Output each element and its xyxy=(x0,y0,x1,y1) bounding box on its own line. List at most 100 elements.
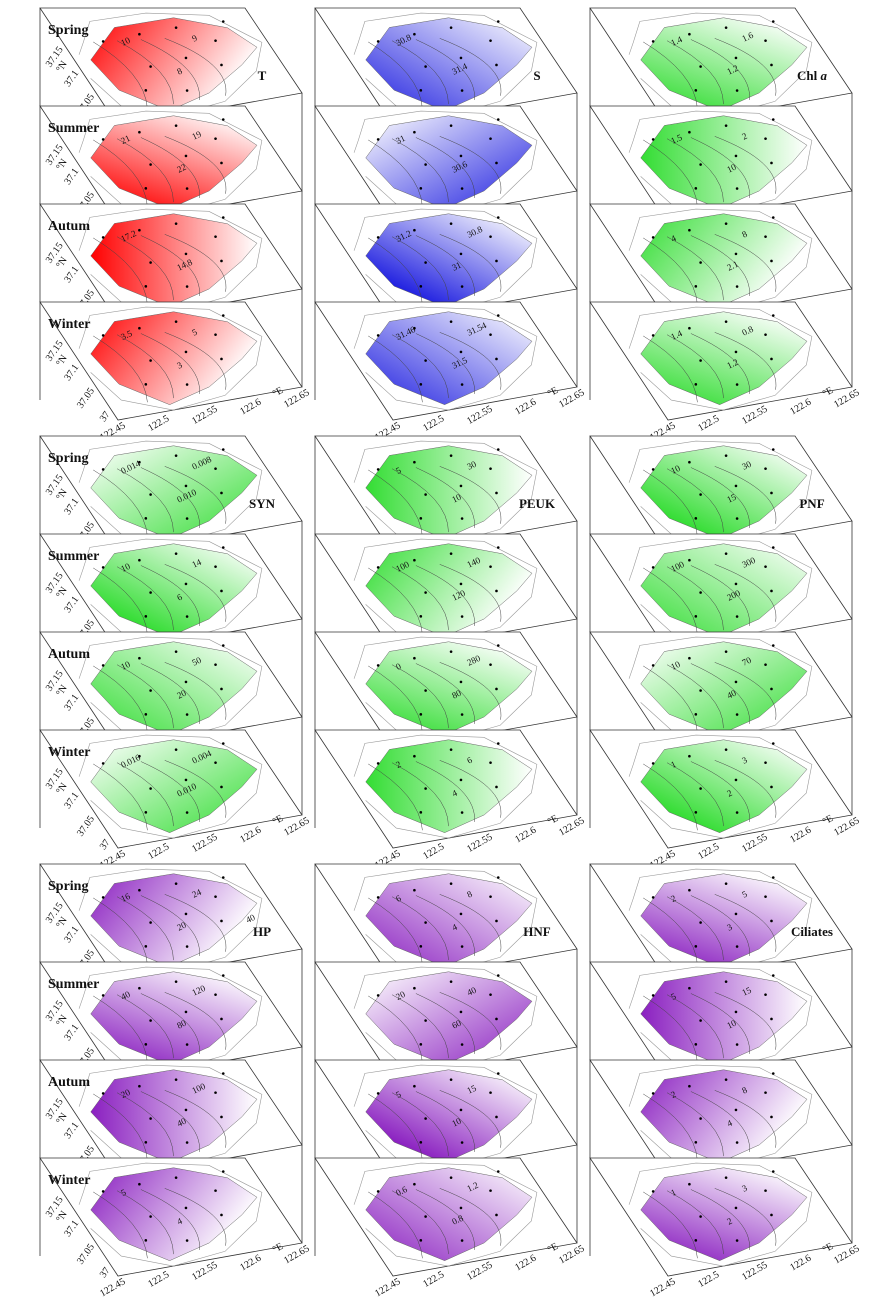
station xyxy=(651,236,655,239)
station xyxy=(413,460,416,464)
station xyxy=(694,517,698,520)
contour-label: 1.2 xyxy=(725,357,739,371)
station xyxy=(699,65,702,68)
station xyxy=(460,945,464,948)
station xyxy=(221,876,225,879)
station xyxy=(424,359,427,362)
lon-tick-label: 122.55 xyxy=(465,404,494,427)
contour-label: 5 xyxy=(190,327,199,338)
station xyxy=(214,235,217,238)
station xyxy=(735,89,739,92)
station xyxy=(376,1092,380,1095)
contour-line xyxy=(690,761,750,822)
contour-label: 1.2 xyxy=(465,1180,479,1194)
station xyxy=(724,320,728,323)
station xyxy=(449,650,453,653)
lon-tick-label: 122.5 xyxy=(696,1269,721,1290)
station xyxy=(220,687,223,691)
station xyxy=(184,350,188,354)
station xyxy=(174,748,178,751)
contour-line xyxy=(690,1091,750,1152)
contour-line xyxy=(439,466,502,524)
contour-line xyxy=(714,466,777,524)
station xyxy=(734,1108,738,1112)
station xyxy=(694,383,698,386)
station xyxy=(149,591,152,594)
station xyxy=(459,1206,463,1210)
panel-label: Ciliates xyxy=(791,924,833,939)
contour-line xyxy=(439,1188,502,1246)
station xyxy=(424,261,427,264)
station xyxy=(449,222,453,225)
contour-line xyxy=(116,994,174,1059)
contour-label: 9 xyxy=(190,33,199,44)
station xyxy=(376,896,380,899)
station xyxy=(771,974,775,977)
station xyxy=(214,895,217,898)
lat-tick-label: 37 xyxy=(98,410,113,425)
station xyxy=(174,124,178,127)
season-label: Summer xyxy=(48,121,99,136)
lat-unit: °N xyxy=(54,59,69,75)
panel-label: Chl a xyxy=(797,68,827,83)
station xyxy=(699,163,702,166)
station xyxy=(651,1190,655,1193)
station xyxy=(460,615,464,618)
panel-label: SYN xyxy=(249,496,276,511)
contour-label: 0.6 xyxy=(394,1184,409,1198)
station xyxy=(770,589,773,593)
contour-line xyxy=(714,1188,777,1246)
station xyxy=(101,1190,105,1193)
lat-tick-label: 37 xyxy=(98,1266,113,1281)
station xyxy=(699,921,702,924)
contour-label: 3 xyxy=(740,1183,749,1194)
station xyxy=(694,1141,698,1144)
contour-line xyxy=(164,466,227,524)
station xyxy=(699,1215,702,1218)
contour-line xyxy=(415,993,475,1054)
station xyxy=(144,1239,148,1242)
station xyxy=(764,1091,767,1094)
contour-label: 0 xyxy=(394,661,403,672)
contour-line xyxy=(140,467,200,528)
contour-line xyxy=(93,1093,148,1161)
lon-tick-label: 122.65 xyxy=(557,387,586,410)
contour-line xyxy=(140,993,200,1054)
station xyxy=(764,39,767,42)
station xyxy=(174,552,178,555)
contour-line xyxy=(690,565,750,626)
station xyxy=(688,32,691,36)
station xyxy=(185,383,189,386)
station xyxy=(220,589,223,593)
lon-tick-label: 122.55 xyxy=(465,832,494,855)
contour-line xyxy=(666,1092,724,1157)
station xyxy=(764,137,767,140)
contour-line xyxy=(140,1189,200,1250)
contour-line xyxy=(93,763,148,831)
station xyxy=(496,742,500,745)
station xyxy=(496,546,500,549)
station xyxy=(694,187,698,190)
station xyxy=(144,1141,148,1144)
station xyxy=(376,40,380,43)
station xyxy=(185,945,189,948)
contour-line xyxy=(140,761,200,822)
contour-line xyxy=(164,1188,227,1246)
station xyxy=(699,359,702,362)
station xyxy=(688,1084,691,1088)
station xyxy=(459,154,463,158)
contour-line xyxy=(666,664,724,729)
contour-line xyxy=(116,1190,174,1255)
contour-line xyxy=(391,468,449,533)
station xyxy=(221,1072,225,1075)
contour-label: 2 xyxy=(394,759,402,770)
station xyxy=(489,137,492,140)
station xyxy=(724,222,728,225)
station xyxy=(376,138,380,141)
station xyxy=(424,1019,427,1022)
station xyxy=(413,754,416,758)
contour-label: 2 xyxy=(669,893,677,904)
panel-label: HNF xyxy=(523,924,551,939)
contour-label: 5 xyxy=(394,1089,403,1100)
contour-line xyxy=(164,234,227,292)
